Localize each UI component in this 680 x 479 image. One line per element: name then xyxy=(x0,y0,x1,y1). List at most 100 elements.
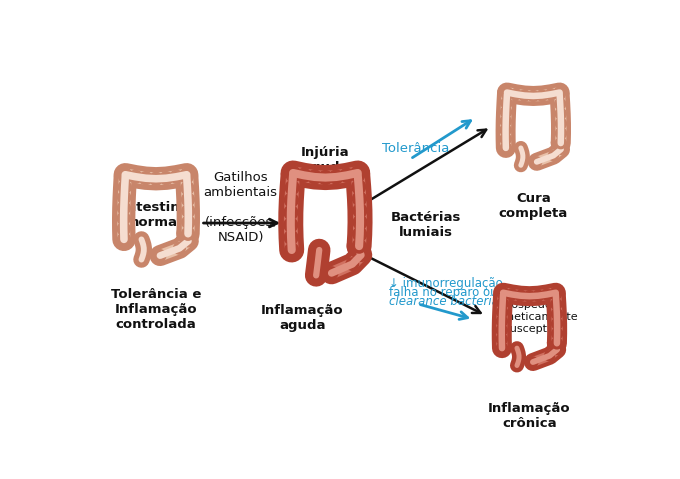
Text: Injúria
aguda: Injúria aguda xyxy=(301,146,350,174)
Text: clearance bacteriano: clearance bacteriano xyxy=(390,296,514,308)
Circle shape xyxy=(551,328,562,339)
Circle shape xyxy=(554,87,565,98)
Circle shape xyxy=(180,170,193,183)
Circle shape xyxy=(181,182,194,194)
Circle shape xyxy=(180,168,193,181)
Circle shape xyxy=(551,338,562,349)
Circle shape xyxy=(497,298,508,309)
Circle shape xyxy=(182,205,194,217)
Text: Inflamação
crônica: Inflamação crônica xyxy=(488,402,571,430)
Circle shape xyxy=(352,192,367,205)
Circle shape xyxy=(519,90,530,101)
Circle shape xyxy=(554,89,565,100)
Circle shape xyxy=(117,222,130,235)
Text: Inflamação
aguda: Inflamação aguda xyxy=(261,304,343,332)
Circle shape xyxy=(353,228,367,241)
Circle shape xyxy=(352,180,366,194)
Text: Bactérias
lumiais: Bactérias lumiais xyxy=(390,211,460,240)
Text: ↓ imunorregulação,: ↓ imunorregulação, xyxy=(390,277,507,290)
Circle shape xyxy=(352,240,364,252)
Text: Tolerância: Tolerância xyxy=(381,142,449,155)
Text: Tolerância e
Inflamação
controlada: Tolerância e Inflamação controlada xyxy=(111,288,201,331)
Circle shape xyxy=(496,325,507,336)
Circle shape xyxy=(555,108,566,119)
Circle shape xyxy=(545,89,556,100)
Text: Gatilhos
ambientais

(infecções,
NSAID): Gatilhos ambientais (infecções, NSAID) xyxy=(204,171,277,244)
Circle shape xyxy=(532,157,542,167)
Circle shape xyxy=(352,239,366,253)
Circle shape xyxy=(286,166,300,180)
Circle shape xyxy=(556,128,566,139)
Circle shape xyxy=(500,134,511,145)
Circle shape xyxy=(182,227,194,240)
Circle shape xyxy=(285,243,299,257)
Circle shape xyxy=(500,115,511,126)
Circle shape xyxy=(551,338,561,348)
Circle shape xyxy=(507,289,517,300)
Circle shape xyxy=(284,193,299,207)
Circle shape xyxy=(351,168,364,182)
Circle shape xyxy=(284,205,298,219)
Circle shape xyxy=(500,125,511,136)
Circle shape xyxy=(500,142,511,153)
Circle shape xyxy=(528,91,539,102)
Circle shape xyxy=(498,289,509,300)
Circle shape xyxy=(496,334,507,345)
Circle shape xyxy=(154,250,166,262)
Circle shape xyxy=(170,170,183,183)
Circle shape xyxy=(555,98,566,110)
Circle shape xyxy=(173,242,185,254)
Circle shape xyxy=(532,290,544,301)
Circle shape xyxy=(353,204,367,217)
Circle shape xyxy=(501,98,512,109)
Circle shape xyxy=(498,287,509,298)
Circle shape xyxy=(556,144,566,154)
Circle shape xyxy=(353,216,367,229)
Circle shape xyxy=(325,267,338,279)
Circle shape xyxy=(550,287,561,298)
Circle shape xyxy=(297,168,311,182)
Circle shape xyxy=(346,258,358,270)
Circle shape xyxy=(285,181,299,194)
Circle shape xyxy=(548,150,558,160)
Text: Hospedeiro
geneticamente
susceptível: Hospedeiro geneticamente susceptível xyxy=(493,300,578,334)
Circle shape xyxy=(118,191,131,204)
Circle shape xyxy=(541,289,553,300)
Circle shape xyxy=(119,168,132,181)
Circle shape xyxy=(329,170,343,184)
Circle shape xyxy=(284,218,298,232)
Circle shape xyxy=(118,233,131,246)
Circle shape xyxy=(160,172,173,185)
Text: falha no reparo ou no: falha no reparo ou no xyxy=(390,286,516,299)
Circle shape xyxy=(496,307,508,318)
Circle shape xyxy=(501,87,513,98)
Circle shape xyxy=(284,230,298,244)
Circle shape xyxy=(129,170,142,183)
Circle shape xyxy=(351,166,364,180)
Circle shape xyxy=(552,344,562,354)
Circle shape xyxy=(182,216,194,229)
Circle shape xyxy=(118,181,131,194)
Circle shape xyxy=(496,342,507,354)
Circle shape xyxy=(510,89,522,100)
Circle shape xyxy=(150,172,163,185)
Circle shape xyxy=(119,170,132,183)
Circle shape xyxy=(524,291,535,302)
Circle shape xyxy=(117,212,130,225)
Circle shape xyxy=(501,89,513,100)
Circle shape xyxy=(555,138,564,148)
Circle shape xyxy=(318,171,333,184)
Circle shape xyxy=(528,357,538,367)
Circle shape xyxy=(181,228,192,240)
Circle shape xyxy=(551,308,562,319)
Circle shape xyxy=(139,172,152,185)
Circle shape xyxy=(550,289,561,300)
Circle shape xyxy=(551,298,562,310)
Circle shape xyxy=(118,202,131,215)
Circle shape xyxy=(355,249,367,262)
Text: Cura
completa: Cura completa xyxy=(498,192,568,220)
Circle shape xyxy=(307,170,322,184)
Text: Intestino
normal: Intestino normal xyxy=(122,201,190,229)
Circle shape xyxy=(555,137,566,148)
Circle shape xyxy=(340,168,354,182)
